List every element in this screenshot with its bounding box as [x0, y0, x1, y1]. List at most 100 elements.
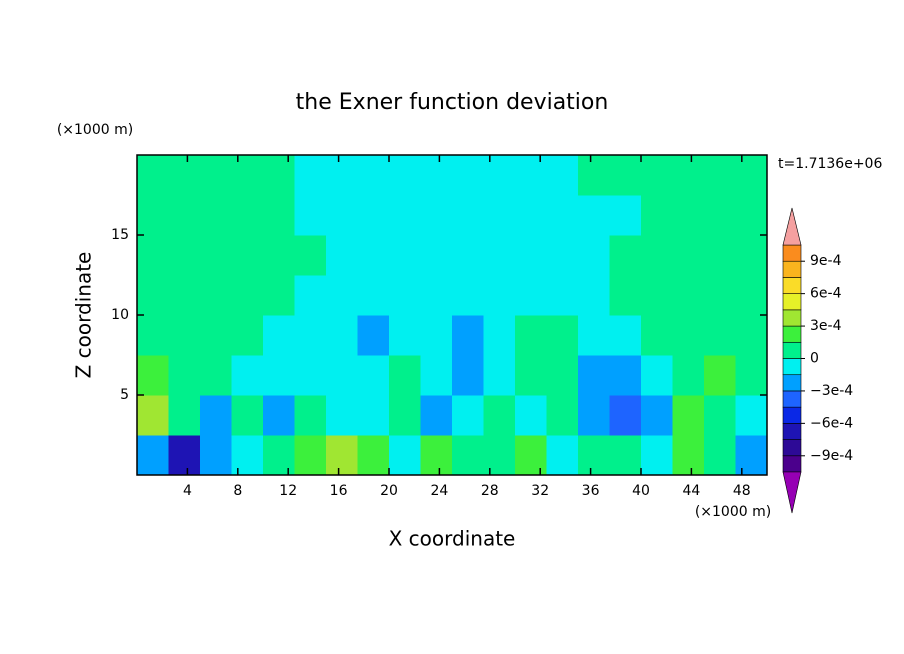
- contour-cell: [294, 355, 327, 396]
- contour-cell: [326, 395, 358, 436]
- contour-cell: [263, 395, 295, 436]
- contour-cell: [137, 435, 169, 476]
- contour-cell: [389, 275, 421, 316]
- contour-cell: [263, 355, 295, 396]
- contour-cell: [483, 315, 516, 356]
- contour-cell: [200, 275, 232, 316]
- contour-cell: [735, 275, 768, 316]
- contour-cell: [515, 315, 547, 356]
- contour-cell: [483, 275, 516, 316]
- contour-cell: [200, 235, 232, 276]
- contour-cell: [672, 155, 705, 196]
- contour-cell: [452, 395, 484, 436]
- contour-cell: [294, 195, 327, 236]
- contour-cell: [546, 435, 579, 476]
- contour-cell: [704, 195, 736, 236]
- contour-cell: [609, 235, 642, 276]
- contour-cell: [137, 195, 169, 236]
- contour-cell: [231, 315, 264, 356]
- contour-cell: [609, 315, 642, 356]
- contour-cell: [641, 195, 673, 236]
- contour-cell: [231, 275, 264, 316]
- contour-cell: [641, 235, 673, 276]
- colorbar-tick-label: 0: [810, 351, 819, 367]
- contour-cell: [200, 155, 232, 196]
- x-tick-label: 28: [481, 483, 499, 499]
- contour-cell: [168, 315, 201, 356]
- contour-cell: [357, 195, 390, 236]
- contour-cell: [578, 315, 610, 356]
- contour-cell: [420, 195, 453, 236]
- contour-cell: [326, 315, 358, 356]
- contour-cell: [326, 435, 358, 476]
- x-tick-label: 16: [330, 483, 348, 499]
- contour-cell: [263, 315, 295, 356]
- contour-cell: [515, 235, 547, 276]
- contour-cell: [609, 395, 642, 436]
- contour-cell: [546, 315, 579, 356]
- contour-cell: [546, 235, 579, 276]
- contour-cell: [420, 395, 453, 436]
- contour-cell: [704, 235, 736, 276]
- contour-cell: [452, 435, 484, 476]
- contour-cell: [137, 155, 169, 196]
- colorbar-band: [782, 439, 802, 457]
- contour-cell: [389, 435, 421, 476]
- contour-cell: [294, 235, 327, 276]
- contour-cell: [452, 155, 484, 196]
- colorbar-band: [782, 406, 802, 424]
- contour-cell: [483, 235, 516, 276]
- contour-cell: [168, 195, 201, 236]
- colorbar-band: [782, 277, 802, 294]
- contour-cell: [168, 275, 201, 316]
- contour-cell: [200, 315, 232, 356]
- contour-cell: [200, 435, 232, 476]
- contour-cell: [420, 315, 453, 356]
- contour-cell: [672, 355, 705, 396]
- contour-cell: [263, 235, 295, 276]
- contour-cell: [452, 195, 484, 236]
- contour-cell: [641, 395, 673, 436]
- contour-cell: [231, 235, 264, 276]
- contour-cell: [326, 235, 358, 276]
- contour-cell: [578, 355, 610, 396]
- contour-cell: [704, 315, 736, 356]
- contour-cell: [420, 355, 453, 396]
- contour-cell: [515, 355, 547, 396]
- contour-cell: [735, 195, 768, 236]
- contour-cell: [200, 395, 232, 436]
- contour-cell: [452, 235, 484, 276]
- contour-cell: [578, 235, 610, 276]
- contour-cell: [168, 435, 201, 476]
- y-tick-label: 15: [111, 227, 129, 243]
- contour-cell: [168, 355, 201, 396]
- colorbar-under: [782, 471, 802, 514]
- contour-cell: [704, 435, 736, 476]
- y-axis-label: Z coordinate: [72, 252, 96, 379]
- colorbar-tick-label: 9e-4: [810, 253, 842, 269]
- contour-cell: [420, 435, 453, 476]
- contour-cell: [483, 195, 516, 236]
- contour-cell: [357, 235, 390, 276]
- contour-cell: [137, 275, 169, 316]
- x-tick-label: 40: [632, 483, 650, 499]
- colorbar-tick-label: −6e-4: [810, 415, 853, 431]
- x-tick-label: 44: [682, 483, 700, 499]
- contour-cell: [231, 395, 264, 436]
- contour-cell: [609, 195, 642, 236]
- contour-cell: [483, 435, 516, 476]
- contour-cell: [641, 435, 673, 476]
- contour-cell: [704, 155, 736, 196]
- colorbar-band: [782, 374, 802, 392]
- contour-cell: [357, 435, 390, 476]
- contour-cell: [168, 395, 201, 436]
- colorbar-band: [782, 244, 802, 262]
- contour-cell: [735, 355, 768, 396]
- contour-cell: [704, 275, 736, 316]
- contour-cell: [641, 275, 673, 316]
- contour-cell: [294, 275, 327, 316]
- contour-cell: [200, 355, 232, 396]
- contour-cell: [672, 275, 705, 316]
- contour-cell: [231, 355, 264, 396]
- contour-cell: [515, 195, 547, 236]
